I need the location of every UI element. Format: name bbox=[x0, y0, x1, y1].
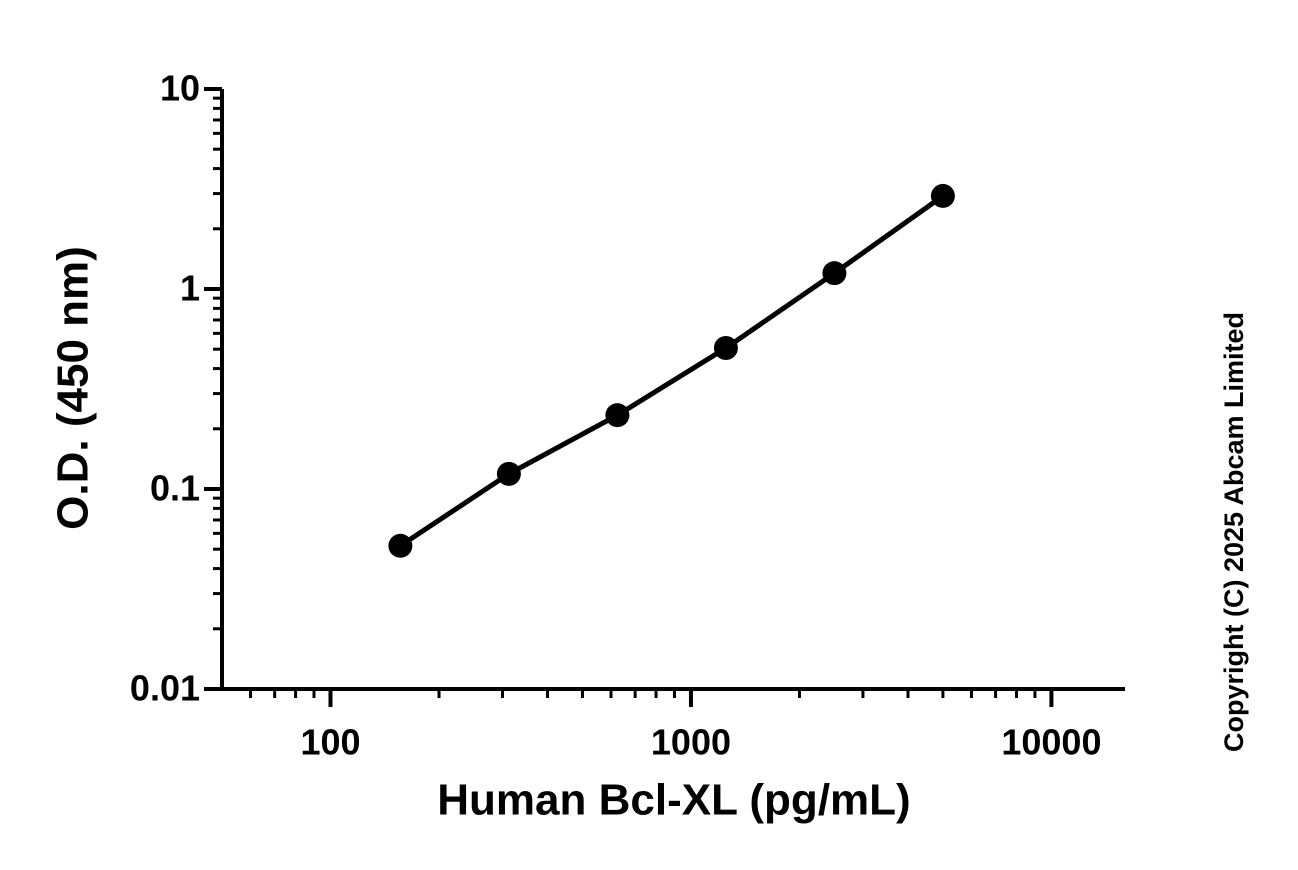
x-axis-label: Human Bcl-XL (pg/mL) bbox=[437, 776, 910, 825]
data-point bbox=[713, 335, 738, 360]
copyright: Copyright (C) 2025 Abcam Limited bbox=[1219, 312, 1249, 752]
y-tick-label: 10 bbox=[160, 68, 200, 109]
y-tick-label: 0.01 bbox=[130, 668, 200, 709]
x-tick-label: 1000 bbox=[651, 722, 731, 763]
y-axis-label: O.D. (450 nm) bbox=[49, 246, 98, 530]
series-line bbox=[398, 193, 945, 548]
data-point bbox=[388, 533, 413, 558]
data-point bbox=[496, 461, 521, 486]
x-tick-label: 100 bbox=[300, 722, 360, 763]
data-point bbox=[605, 403, 630, 428]
y-tick-label: 0.1 bbox=[150, 468, 200, 509]
data-point bbox=[822, 261, 847, 286]
data-point bbox=[930, 183, 955, 208]
x-tick-label: 10000 bbox=[1001, 722, 1101, 763]
y-tick-label: 1 bbox=[180, 268, 200, 309]
